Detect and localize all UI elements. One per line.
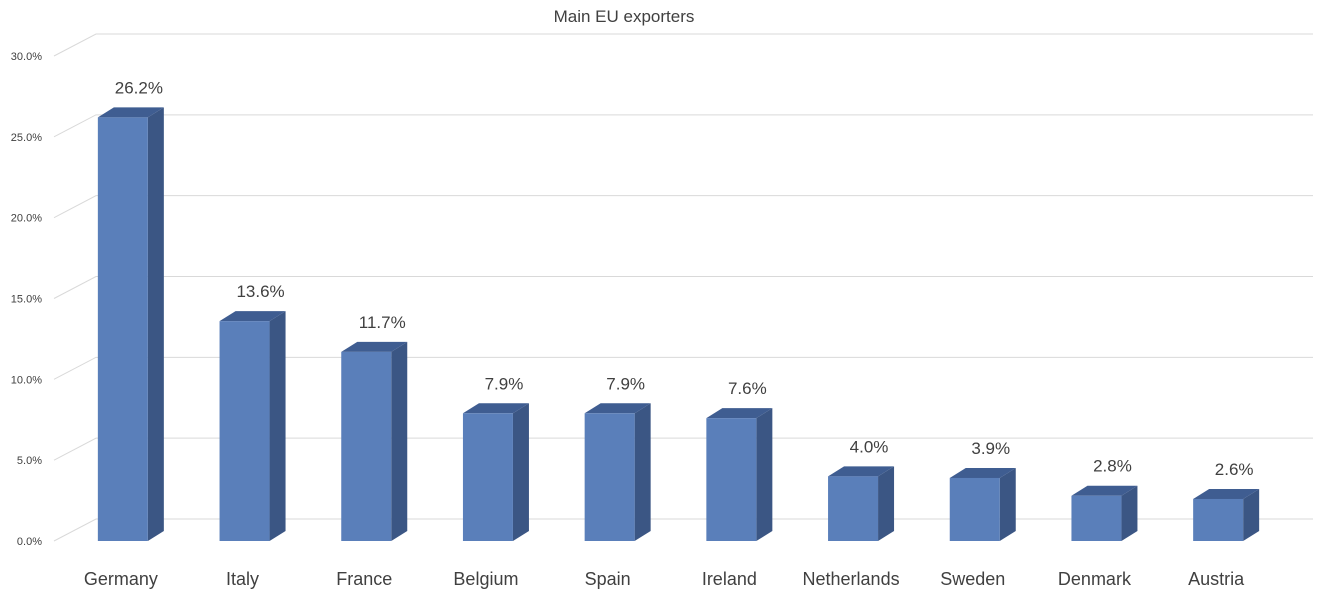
bar-side xyxy=(147,107,164,541)
x-tick-label: Belgium xyxy=(453,569,518,589)
data-label: 2.8% xyxy=(1093,457,1132,476)
y-tick-label: 30.0% xyxy=(11,51,42,63)
bar-front xyxy=(341,351,392,541)
bar-top xyxy=(1071,485,1138,496)
y-tick-label: 20.0% xyxy=(11,213,42,225)
bar xyxy=(341,341,408,541)
bar-front xyxy=(949,477,1000,541)
gridline xyxy=(53,195,1313,219)
data-label: 3.9% xyxy=(971,439,1010,458)
x-tick-label: Netherlands xyxy=(803,569,900,589)
gridline xyxy=(53,356,1313,380)
bar-top xyxy=(828,466,895,477)
bar-side xyxy=(999,467,1016,541)
gridline xyxy=(53,437,1313,461)
bar xyxy=(706,408,773,541)
x-tick-label: Sweden xyxy=(940,569,1005,589)
bar-side xyxy=(1243,488,1260,541)
bar-top xyxy=(97,107,164,118)
bar-top xyxy=(949,467,1016,478)
bar-front xyxy=(828,476,879,541)
bar xyxy=(1071,485,1138,541)
bars xyxy=(97,107,1260,541)
gridlines xyxy=(53,33,1313,542)
bar xyxy=(584,403,651,541)
bar xyxy=(462,403,529,541)
bar-front xyxy=(219,321,270,541)
gridline xyxy=(53,518,1313,542)
bar xyxy=(97,107,164,541)
x-tick-label: Germany xyxy=(84,569,158,589)
data-label: 7.9% xyxy=(485,374,524,393)
bar-top xyxy=(1193,488,1260,499)
bar-top xyxy=(584,403,651,414)
bar-front xyxy=(584,413,635,541)
x-tick-label: Denmark xyxy=(1058,569,1132,589)
bar-side xyxy=(756,408,773,541)
bar xyxy=(949,467,1016,541)
x-tick-label: France xyxy=(336,569,392,589)
bar-top xyxy=(219,311,286,322)
data-label: 4.0% xyxy=(850,437,889,456)
chart-title: Main EU exporters xyxy=(554,7,695,26)
y-tick-label: 5.0% xyxy=(17,455,42,467)
gridline xyxy=(53,276,1313,299)
y-tick-label: 10.0% xyxy=(11,374,42,386)
bar xyxy=(1193,488,1260,541)
data-labels: 26.2% 13.6% 11.7% 7.9% 7.9% 7.6% 4.0% 3.9% 2.8% 2… xyxy=(115,78,1254,479)
bar-top xyxy=(462,403,529,414)
bar-side xyxy=(1121,485,1138,541)
gridline xyxy=(53,114,1313,138)
data-label: 26.2% xyxy=(115,78,163,97)
x-tick-label: Ireland xyxy=(702,569,757,589)
x-axis-tick-labels: Germany Italy France Belgium Spain Ireland Net… xyxy=(84,569,1245,589)
y-axis-tick-labels: 0.0% 5.0% 10.0% 15.0% 20.0% 25.0% 30.0% xyxy=(11,51,42,548)
bar-front xyxy=(706,418,757,541)
x-tick-label: Spain xyxy=(585,569,631,589)
gridline xyxy=(53,33,1313,57)
y-tick-label: 0.0% xyxy=(17,536,42,548)
bar-side xyxy=(512,403,529,541)
bar-top xyxy=(706,408,773,419)
x-tick-label: Italy xyxy=(226,569,259,589)
data-label: 2.6% xyxy=(1215,460,1254,479)
bar-side xyxy=(269,311,286,541)
y-tick-label: 25.0% xyxy=(11,132,42,144)
bar xyxy=(219,311,286,541)
bar-front xyxy=(1071,495,1122,541)
bar xyxy=(828,466,895,541)
data-label: 7.9% xyxy=(606,374,645,393)
data-label: 11.7% xyxy=(359,313,406,332)
bar-side xyxy=(634,403,651,541)
bar-side xyxy=(391,341,408,541)
bar-side xyxy=(878,466,895,541)
bar-top xyxy=(341,341,408,352)
bar-front xyxy=(97,117,148,541)
bar-front xyxy=(1193,498,1244,541)
y-tick-label: 15.0% xyxy=(11,294,42,306)
data-label: 13.6% xyxy=(236,282,284,301)
data-label: 7.6% xyxy=(728,379,767,398)
bar-front xyxy=(462,413,513,541)
x-tick-label: Austria xyxy=(1188,569,1245,589)
